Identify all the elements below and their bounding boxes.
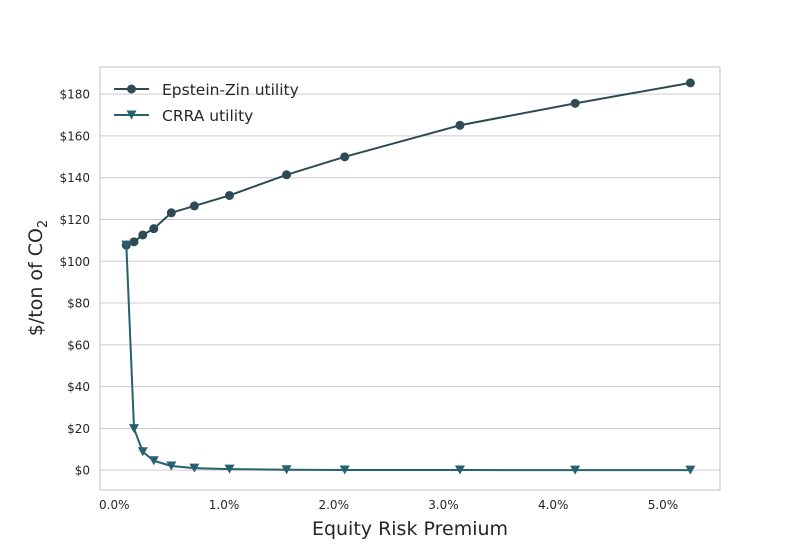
data-point-circle: [224, 190, 234, 200]
data-point-circle: [149, 224, 159, 234]
y-tick-label: $180: [59, 88, 90, 102]
data-point-circle: [282, 170, 292, 180]
x-tick-label: 3.0%: [428, 498, 459, 512]
data-point-triangle: [137, 447, 148, 457]
legend-item-crra: CRRA utility: [114, 107, 253, 125]
data-point-triangle: [224, 464, 235, 474]
data-point-circle: [455, 120, 465, 130]
data-point-circle: [166, 208, 176, 218]
data-point-triangle: [570, 465, 581, 475]
data-point-circle: [340, 152, 350, 162]
legend-marker-circle-icon: [127, 84, 136, 94]
series-crra: [121, 240, 696, 475]
data-point-circle: [129, 237, 139, 247]
y-tick-label: $40: [67, 380, 90, 394]
legend-item-epstein-zin: Epstein-Zin utility: [114, 81, 299, 99]
data-point-triangle: [189, 463, 200, 473]
x-axis-label: Equity Risk Premium: [312, 518, 508, 540]
data-point-circle: [570, 98, 580, 108]
legend-marker-triangle-down-icon: [126, 110, 137, 120]
y-axis-label-subscript: 2: [36, 220, 51, 228]
data-point-triangle: [121, 240, 132, 250]
y-tick-label: $20: [67, 422, 90, 436]
y-tick-label: $60: [67, 338, 90, 352]
data-point-triangle: [454, 465, 465, 475]
x-tick-label: 2.0%: [318, 498, 349, 512]
y-tick-labels: $0 $20 $40 $60 $80 $100 $120 $140 $160 $180: [59, 88, 90, 478]
gridlines: [100, 93, 720, 471]
x-tick-label: 1.0%: [209, 498, 240, 512]
data-point-circle: [189, 201, 199, 211]
legend-label-epstein-zin: Epstein-Zin utility: [162, 81, 299, 99]
data-point-circle: [685, 78, 695, 88]
y-axis-label-main: $/ton of CO: [25, 228, 47, 336]
x-tick-label: 5.0%: [648, 498, 679, 512]
data-point-triangle: [281, 465, 292, 475]
y-tick-label: $140: [59, 171, 90, 185]
data-point-triangle: [339, 465, 350, 475]
plot-area: [100, 67, 720, 490]
data-point-circle: [138, 230, 148, 240]
legend: Epstein-Zin utility CRRA utility: [114, 81, 299, 125]
x-tick-label: 0.0%: [99, 498, 130, 512]
y-tick-label: $100: [59, 255, 90, 269]
data-point-triangle: [685, 465, 696, 475]
data-point-triangle: [148, 456, 159, 466]
plot-frame: [99, 66, 721, 491]
y-tick-label: $0: [75, 464, 90, 478]
y-tick-label: $80: [67, 297, 90, 311]
legend-label-crra: CRRA utility: [162, 107, 253, 125]
data-point-triangle: [129, 424, 140, 434]
y-tick-label: $160: [59, 129, 90, 143]
series-layer: [121, 78, 696, 475]
x-tick-label: 4.0%: [538, 498, 569, 512]
x-tick-labels: 0.0% 1.0% 2.0% 3.0% 4.0% 5.0%: [99, 498, 678, 512]
y-axis-label: $/ton of CO2: [25, 220, 51, 337]
y-tick-label: $120: [59, 213, 90, 227]
data-point-triangle: [166, 461, 177, 471]
